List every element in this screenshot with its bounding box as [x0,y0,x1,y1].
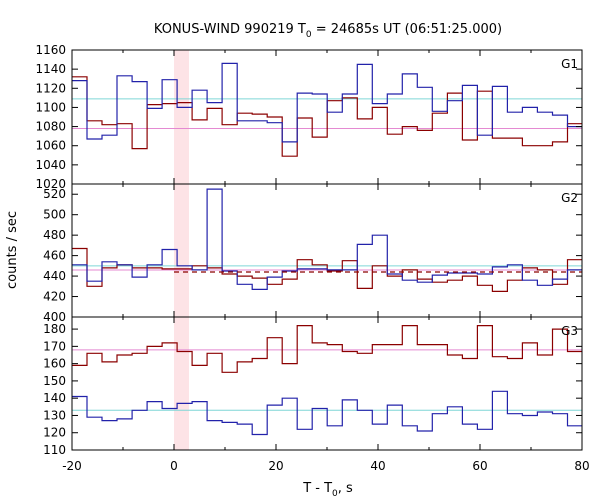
y-tick-label: 400 [43,310,66,324]
x-tick-label: 60 [472,459,487,473]
y-tick-label: 480 [43,228,66,242]
y-tick-label: 440 [43,269,66,283]
y-tick-label: 130 [43,408,66,422]
panel-label-g1: G1 [561,57,578,71]
blue-series-step-line [72,188,582,290]
y-tick-label: 1080 [35,120,66,134]
chart-title: KONUS-WIND 990219 T0 = 24685s UT (06:51:… [154,22,502,40]
y-tick-label: 180 [43,322,66,336]
x-axis-label-main: T - T [302,481,332,496]
y-tick-label: 500 [43,208,66,222]
y-tick-label: 1100 [35,100,66,114]
y-tick-label: 1140 [35,62,66,76]
x-axis-label-rest: , s [338,481,353,496]
panel-label-g3: G3 [561,324,578,338]
y-tick-label: 170 [43,339,66,353]
panel-frame [71,183,583,318]
red-series-step-line [72,247,582,292]
y-tick-label: 420 [43,290,66,304]
chart-title-main: KONUS-WIND 990219 T [154,22,306,37]
red-series-step-line [72,76,582,157]
y-tick-label: 1020 [35,177,66,191]
panel-label-g2: G2 [561,191,578,205]
panels-group: 1020 1040 1060 1080 1100 1120 1140 1160 G1 400 420… [35,43,583,457]
chart-title-subscript: 0 [306,30,312,40]
y-tick-label: 150 [43,374,66,388]
trigger-interval-highlight [174,50,190,184]
y-tick-label: 1120 [35,81,66,95]
y-tick-label: 520 [43,187,66,201]
y-tick-label: 160 [43,357,66,371]
x-tick-label: 40 [370,459,385,473]
y-tick-label: 1040 [35,158,66,172]
x-axis-ticks: -20 0 20 40 60 80 [62,459,589,473]
panel-g1: 1020 1040 1060 1080 1100 1120 1140 1160 G1 [35,43,583,191]
trigger-interval-highlight [174,317,190,450]
x-tick-label: 80 [574,459,589,473]
panel-frame [71,316,583,451]
red-series-step-line [72,325,582,373]
x-tick-label: 20 [268,459,283,473]
panel-g3: 110 120 130 140 150 160 170 180 G3 [43,316,583,457]
trigger-interval-highlight [174,184,190,317]
blue-series-step-line [72,62,582,143]
y-tick-label: 140 [43,391,66,405]
x-axis-label: T - T0, s [302,481,353,499]
y-axis-label: counts / sec [5,211,20,289]
y-tick-label: 120 [43,426,66,440]
blue-series-step-line [72,390,582,436]
x-axis-label-subscript: 0 [332,489,338,499]
y-tick-label: 1060 [35,139,66,153]
y-tick-label: 460 [43,249,66,263]
y-tick-label: 1160 [35,43,66,57]
x-tick-label: -20 [62,459,82,473]
x-tick-label: 0 [170,459,178,473]
y-tick-label: 110 [43,443,66,457]
panel-g2: 400 420 440 460 480 500 520 G2 [43,183,583,324]
chart-title-rest: = 24685s UT (06:51:25.000) [312,22,502,37]
